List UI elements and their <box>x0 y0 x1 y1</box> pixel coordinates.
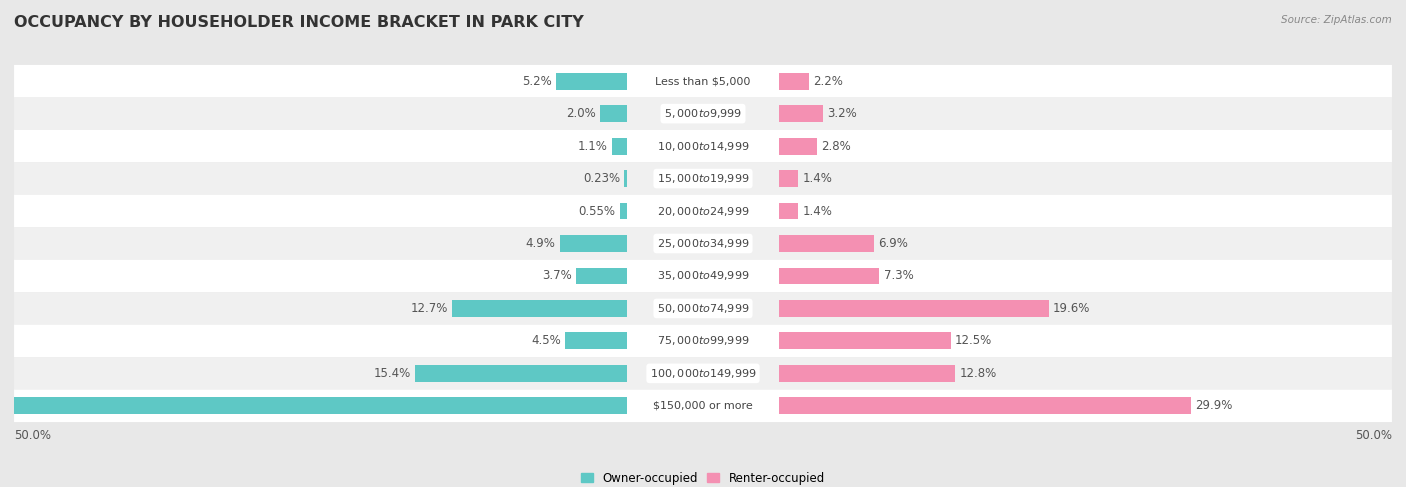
Bar <box>779 73 808 90</box>
FancyBboxPatch shape <box>14 195 1392 227</box>
Bar <box>779 300 1049 317</box>
Bar <box>565 333 627 349</box>
Bar <box>779 203 799 220</box>
Bar <box>779 235 875 252</box>
Text: $15,000 to $19,999: $15,000 to $19,999 <box>657 172 749 185</box>
Text: Source: ZipAtlas.com: Source: ZipAtlas.com <box>1281 15 1392 25</box>
Bar <box>779 365 955 382</box>
Text: $35,000 to $49,999: $35,000 to $49,999 <box>657 269 749 282</box>
Text: $50,000 to $74,999: $50,000 to $74,999 <box>657 302 749 315</box>
Bar <box>779 333 950 349</box>
Bar <box>612 138 627 154</box>
Text: 0.55%: 0.55% <box>578 205 616 218</box>
Legend: Owner-occupied, Renter-occupied: Owner-occupied, Renter-occupied <box>576 467 830 487</box>
Bar <box>555 73 627 90</box>
Text: 4.9%: 4.9% <box>526 237 555 250</box>
Text: $5,000 to $9,999: $5,000 to $9,999 <box>664 107 742 120</box>
Text: OCCUPANCY BY HOUSEHOLDER INCOME BRACKET IN PARK CITY: OCCUPANCY BY HOUSEHOLDER INCOME BRACKET … <box>14 15 583 30</box>
Text: 3.2%: 3.2% <box>827 107 856 120</box>
FancyBboxPatch shape <box>14 390 1392 422</box>
Text: 5.2%: 5.2% <box>522 75 551 88</box>
Text: 50.0%: 50.0% <box>14 429 51 442</box>
Text: 4.5%: 4.5% <box>531 335 561 347</box>
Text: 15.4%: 15.4% <box>374 367 411 380</box>
Text: 12.8%: 12.8% <box>959 367 997 380</box>
Text: 2.0%: 2.0% <box>565 107 596 120</box>
Text: 3.7%: 3.7% <box>543 269 572 282</box>
Text: 1.1%: 1.1% <box>578 140 607 152</box>
Text: $150,000 or more: $150,000 or more <box>654 401 752 411</box>
FancyBboxPatch shape <box>14 325 1392 357</box>
Text: 6.9%: 6.9% <box>877 237 908 250</box>
Text: $75,000 to $99,999: $75,000 to $99,999 <box>657 335 749 347</box>
Bar <box>576 267 627 284</box>
Text: 0.23%: 0.23% <box>583 172 620 185</box>
Text: Less than $5,000: Less than $5,000 <box>655 76 751 86</box>
Text: 1.4%: 1.4% <box>803 172 832 185</box>
FancyBboxPatch shape <box>14 227 1392 260</box>
Bar <box>0 397 627 414</box>
Text: $100,000 to $149,999: $100,000 to $149,999 <box>650 367 756 380</box>
Text: 2.2%: 2.2% <box>813 75 844 88</box>
Bar <box>453 300 627 317</box>
Text: $10,000 to $14,999: $10,000 to $14,999 <box>657 140 749 152</box>
Bar <box>560 235 627 252</box>
Text: 29.9%: 29.9% <box>1195 399 1232 412</box>
FancyBboxPatch shape <box>14 292 1392 325</box>
FancyBboxPatch shape <box>14 130 1392 162</box>
FancyBboxPatch shape <box>14 97 1392 130</box>
Bar <box>779 397 1191 414</box>
Text: 12.5%: 12.5% <box>955 335 993 347</box>
Text: 1.4%: 1.4% <box>803 205 832 218</box>
Bar <box>779 267 879 284</box>
Text: 2.8%: 2.8% <box>821 140 851 152</box>
FancyBboxPatch shape <box>14 260 1392 292</box>
FancyBboxPatch shape <box>14 65 1392 97</box>
Bar <box>779 105 823 122</box>
Bar <box>415 365 627 382</box>
Text: 50.0%: 50.0% <box>1355 429 1392 442</box>
Text: $25,000 to $34,999: $25,000 to $34,999 <box>657 237 749 250</box>
FancyBboxPatch shape <box>14 162 1392 195</box>
FancyBboxPatch shape <box>14 357 1392 390</box>
Bar <box>599 105 627 122</box>
Bar <box>779 138 817 154</box>
Text: 7.3%: 7.3% <box>883 269 914 282</box>
Bar <box>620 203 627 220</box>
Text: 12.7%: 12.7% <box>411 302 449 315</box>
Text: 19.6%: 19.6% <box>1053 302 1091 315</box>
Bar <box>624 170 627 187</box>
Text: $20,000 to $24,999: $20,000 to $24,999 <box>657 205 749 218</box>
Bar <box>779 170 799 187</box>
